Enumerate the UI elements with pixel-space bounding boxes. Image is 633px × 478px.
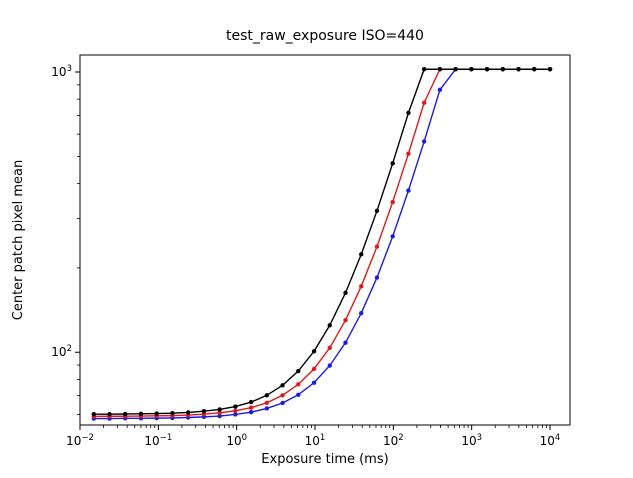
series-black-channel-marker (201, 409, 207, 414)
x-tick-label: 103 (461, 433, 482, 448)
series-black-channel-marker (264, 393, 270, 398)
series-black-channel-marker (437, 67, 443, 72)
y-tick-label: 103 (51, 64, 72, 79)
series-blue-channel-marker (406, 188, 411, 193)
series-black-channel-marker (154, 411, 159, 416)
series-black-channel-marker (217, 407, 222, 412)
series-red-channel-marker (264, 400, 270, 406)
series-blue-channel-marker (233, 412, 238, 417)
series-red-channel-marker (233, 408, 238, 414)
series-black-channel-marker (516, 67, 521, 72)
series-black-channel-marker (248, 399, 254, 405)
series-blue-channel-marker (421, 139, 427, 144)
series-red-channel-marker (390, 199, 395, 205)
series-black-channel-marker (327, 323, 332, 328)
series-red-channel-marker (343, 318, 348, 323)
series-red-channel-marker (248, 405, 254, 410)
series-black-channel-marker (469, 67, 474, 72)
y-axis: 102 103 (51, 64, 80, 415)
series-black-channel-marker (233, 404, 238, 409)
series-blue-channel-marker (390, 234, 395, 239)
series-red-channel-marker (311, 366, 317, 372)
series-red-channel-marker (374, 244, 380, 249)
series-group (91, 67, 553, 421)
series-black-channel-marker (343, 290, 348, 296)
x-axis: 10−2 10−1 100 101 102 103 104 (66, 425, 560, 448)
series-red-channel-marker (296, 382, 301, 387)
series-black-channel-marker (547, 67, 553, 72)
x-tick-label: 101 (305, 433, 326, 448)
series-blue-channel-marker (374, 275, 380, 280)
series-blue-channel-marker (248, 410, 254, 415)
y-axis-label: Center patch pixel mean (11, 160, 26, 321)
series-black-channel-marker (91, 412, 96, 417)
series-black-channel-marker (532, 67, 537, 72)
plot-frame (79, 54, 571, 426)
series-red-channel-marker (359, 284, 364, 289)
series-red-channel-marker (327, 345, 332, 351)
x-tick-label: 104 (540, 433, 561, 448)
series-black-channel-marker (107, 412, 112, 417)
series-blue-channel-marker (311, 380, 317, 385)
x-tick-label: 10−2 (66, 433, 94, 448)
x-tick-label: 102 (383, 433, 404, 448)
chart-title: test_raw_exposure ISO=440 (226, 28, 424, 44)
series-black-channel-marker (123, 411, 128, 417)
series-blue-channel-marker (359, 311, 364, 316)
series-black-channel-marker (185, 410, 191, 415)
series-black-channel-marker (138, 411, 144, 416)
series-black-channel-marker (390, 161, 395, 166)
series-black-channel-marker (406, 110, 411, 116)
series-black-channel-marker (453, 67, 458, 72)
x-axis-label: Exposure time (ms) (261, 452, 388, 467)
x-tick-label: 10−1 (144, 433, 172, 448)
series-blue-channel-marker (343, 340, 348, 345)
x-tick-label: 100 (226, 433, 247, 448)
series-red-channel-marker (406, 151, 411, 156)
series-black-channel-marker (311, 349, 317, 354)
series-black-channel-marker (359, 252, 364, 257)
series-black-channel-line (93, 68, 551, 415)
series-black-channel-marker (280, 383, 285, 388)
series-black-channel-marker (296, 368, 301, 374)
series-red-channel-marker (421, 100, 427, 105)
series-blue-channel-marker (296, 392, 301, 397)
series-black-channel-marker (500, 67, 506, 72)
series-blue-channel-marker (280, 400, 285, 406)
series-black-channel-marker (484, 67, 490, 72)
series-black-channel-marker (374, 208, 380, 214)
series-black-channel-marker (421, 67, 427, 72)
y-tick-label: 102 (51, 344, 72, 359)
series-blue-channel-marker (264, 406, 270, 411)
series-blue-channel-marker (217, 413, 222, 419)
series-red-channel-marker (280, 393, 285, 398)
series-blue-channel-marker (327, 363, 332, 368)
series-red-channel-marker (217, 410, 222, 415)
series-black-channel-marker (170, 411, 175, 416)
series-blue-channel-marker (437, 87, 443, 93)
